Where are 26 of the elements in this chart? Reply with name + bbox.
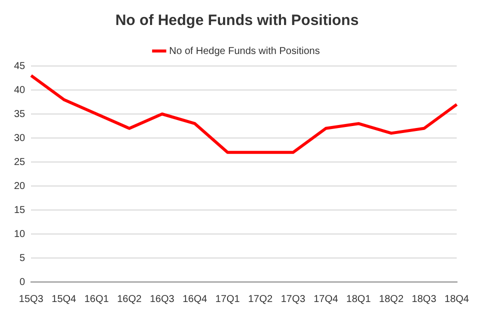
y-tick-label: 15 (14, 204, 26, 216)
x-tick-label: 17Q3 (280, 294, 306, 305)
y-tick-label: 20 (14, 180, 26, 192)
x-tick-label: 17Q4 (314, 294, 338, 305)
x-tick-label: 18Q4 (444, 294, 470, 305)
x-tick-label: 16Q1 (84, 294, 110, 305)
x-tick-label: 16Q4 (182, 294, 208, 305)
legend-label: No of Hedge Funds with Positions (169, 46, 320, 57)
x-tick-label: 18Q2 (379, 294, 404, 305)
y-tick-label: 0 (20, 276, 26, 288)
chart-title: No of Hedge Funds with Positions (115, 12, 359, 30)
y-tick-label: 45 (14, 60, 26, 72)
x-tick-label: 17Q1 (215, 294, 240, 305)
y-tick-label: 25 (14, 156, 26, 168)
x-tick-label: 16Q3 (150, 294, 175, 305)
x-tick-label: 16Q2 (117, 294, 142, 305)
y-tick-label: 10 (14, 228, 26, 240)
x-tick-label: 18Q1 (346, 294, 372, 305)
y-tick-label: 40 (14, 84, 26, 96)
x-tick-label: 15Q4 (52, 294, 77, 305)
y-tick-label: 5 (20, 252, 26, 264)
y-tick-label: 35 (14, 108, 26, 120)
x-tick-label: 15Q3 (18, 294, 44, 305)
x-tick-label: 17Q2 (248, 294, 273, 305)
y-tick-label: 30 (14, 132, 26, 144)
x-tick-label: 18Q3 (412, 294, 437, 305)
